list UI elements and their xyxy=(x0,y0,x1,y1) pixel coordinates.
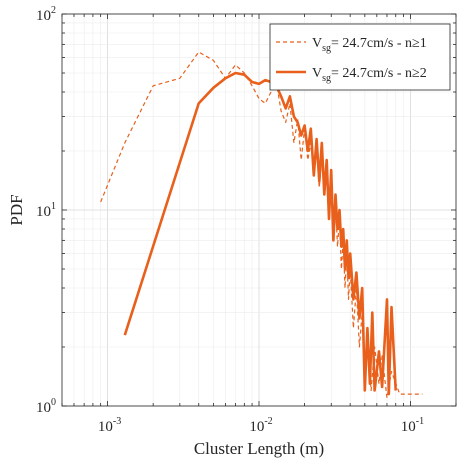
legend: Vsg= 24.7cm/s - n≥1 Vsg= 24.7cm/s - n≥2 xyxy=(269,23,451,91)
x-tick-label: 10-1 xyxy=(401,416,424,435)
legend-label-2: Vsg= 24.7cm/s - n≥2 xyxy=(312,66,427,84)
legend-box xyxy=(269,23,451,91)
series-layer xyxy=(100,51,423,399)
y-axis-label: PDF xyxy=(7,194,26,225)
y-tick-label: 101 xyxy=(36,201,56,220)
x-tick-label: 10-3 xyxy=(98,416,121,435)
legend-label-1: Vsg= 24.7cm/s - n≥1 xyxy=(312,36,427,54)
tick-labels: 10-3 10-2 10-1 100 101 102 xyxy=(36,5,424,435)
y-tick-label: 100 xyxy=(36,397,56,416)
x-axis-label: Cluster Length (m) xyxy=(194,439,324,458)
y-tick-label: 102 xyxy=(36,5,56,24)
tick-marks xyxy=(61,13,457,407)
series-line-2 xyxy=(123,71,397,396)
x-tick-label: 10-2 xyxy=(249,416,272,435)
